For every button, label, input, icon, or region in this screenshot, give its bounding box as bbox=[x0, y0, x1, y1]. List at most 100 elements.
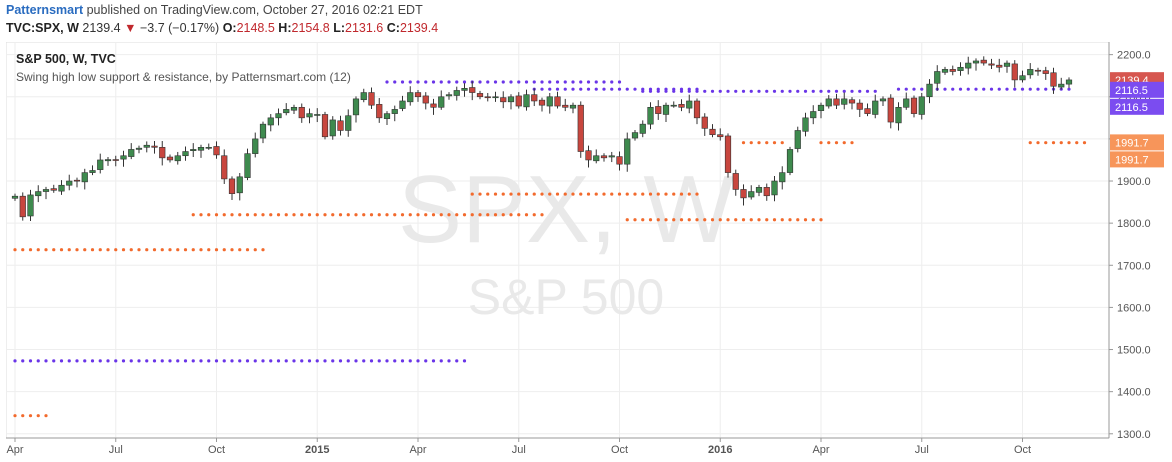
resistance-price-label: 2116.5 bbox=[1115, 102, 1148, 114]
resistance-dot bbox=[548, 87, 552, 91]
candle-body bbox=[430, 103, 437, 108]
resistance-dot bbox=[168, 359, 172, 363]
candle-body bbox=[104, 159, 112, 162]
support-dot bbox=[633, 218, 637, 222]
candle-body bbox=[97, 159, 104, 170]
candle-body bbox=[391, 109, 398, 114]
resistance-dot bbox=[315, 359, 319, 363]
candle-body bbox=[228, 178, 236, 194]
support-dot bbox=[36, 414, 40, 418]
price-tick-label: 1500.0 bbox=[1117, 345, 1151, 357]
candle-body bbox=[128, 149, 135, 157]
price-chart[interactable]: SPX, W S&P 500 1300.01400.01500.01600.01… bbox=[6, 42, 1166, 462]
support-dot bbox=[548, 192, 552, 196]
support-dot bbox=[819, 141, 823, 145]
support-dot bbox=[1036, 141, 1040, 145]
candle-body bbox=[848, 99, 856, 104]
candle-body bbox=[709, 128, 716, 135]
candle-body bbox=[236, 176, 243, 194]
support-dot bbox=[648, 218, 653, 222]
resistance-dot bbox=[873, 89, 877, 93]
candle-body bbox=[810, 111, 817, 119]
candle-body bbox=[321, 114, 329, 138]
support-dot bbox=[734, 218, 738, 222]
resistance-dot bbox=[75, 359, 79, 363]
time-axis[interactable]: Apr Jul Oct 2015 Apr Jul Oct 2016 Apr Jul Oct bbox=[6, 438, 1031, 456]
support-dot bbox=[741, 141, 746, 145]
resistance-dot bbox=[362, 359, 366, 363]
support-price-label: 1991.7 bbox=[1115, 137, 1149, 149]
resistance-dot bbox=[602, 80, 606, 84]
candle-body bbox=[910, 97, 918, 114]
resistance-dot bbox=[594, 87, 598, 91]
resistance-dot bbox=[780, 89, 784, 93]
support-dot bbox=[269, 213, 273, 217]
candle-body bbox=[190, 149, 197, 151]
high-value: 2154.8 bbox=[291, 21, 330, 35]
candle-body bbox=[383, 113, 391, 119]
down-triangle-icon: ▼ bbox=[124, 21, 137, 35]
support-dot bbox=[563, 192, 567, 196]
support-dot bbox=[245, 248, 250, 252]
resistance-dot bbox=[439, 80, 443, 84]
support-dot bbox=[1051, 141, 1056, 145]
published-text: published on TradingView.com, October 27… bbox=[86, 3, 423, 17]
support-dot bbox=[331, 213, 335, 217]
support-dot bbox=[1044, 141, 1048, 145]
support-dot bbox=[470, 192, 474, 196]
candle-body bbox=[27, 194, 34, 217]
price-axis[interactable]: 1300.0 1400.0 1500.0 1600.0 1700.0 1800.0 1900… bbox=[1109, 50, 1151, 441]
support-dot bbox=[656, 218, 660, 222]
support-dot bbox=[253, 248, 257, 252]
candle-body bbox=[197, 147, 205, 151]
support-dot bbox=[284, 213, 288, 217]
support-dot bbox=[354, 213, 358, 217]
support-dot bbox=[168, 248, 172, 252]
resistance-dot bbox=[424, 80, 428, 84]
symbol-label: TVC:SPX, W bbox=[6, 21, 79, 35]
resistance-dot bbox=[617, 87, 622, 91]
candle-body bbox=[453, 90, 460, 96]
support-dot bbox=[36, 248, 40, 252]
support-dot bbox=[98, 248, 102, 252]
resistance-dot bbox=[106, 359, 110, 363]
support-dot bbox=[594, 192, 598, 196]
support-dot bbox=[199, 248, 203, 252]
candles bbox=[11, 56, 1073, 222]
candle-body bbox=[484, 96, 491, 99]
resistance-dot bbox=[199, 359, 203, 363]
support-dot bbox=[803, 218, 808, 222]
candle-body bbox=[1050, 72, 1057, 87]
resistance-dot bbox=[664, 89, 668, 93]
resistance-dot bbox=[408, 80, 412, 84]
candle-body bbox=[538, 99, 546, 106]
candle-body bbox=[763, 187, 770, 197]
candle-body bbox=[360, 92, 367, 101]
support-dot bbox=[493, 213, 498, 217]
candle-body bbox=[717, 134, 724, 138]
resistance-price-label: 2116.5 bbox=[1115, 85, 1148, 97]
open-label: O: bbox=[222, 21, 237, 35]
resistance-dot bbox=[974, 87, 978, 91]
support-dot bbox=[726, 218, 730, 222]
author-link[interactable]: Patternsmart bbox=[6, 3, 84, 17]
support-dot bbox=[1028, 141, 1032, 145]
resistance-dot bbox=[555, 80, 560, 84]
support-dot bbox=[323, 213, 327, 217]
support-dot bbox=[52, 248, 56, 252]
close-label: C: bbox=[386, 21, 400, 35]
support-dot bbox=[842, 141, 846, 145]
candle-body bbox=[531, 94, 538, 102]
support-dot bbox=[253, 213, 257, 217]
candle-body bbox=[1058, 83, 1065, 88]
candle-body bbox=[562, 104, 569, 108]
resistance-dot bbox=[222, 359, 226, 363]
support-dot bbox=[850, 141, 854, 145]
candle-body bbox=[755, 187, 763, 193]
resistance-dot bbox=[207, 359, 211, 363]
support-dot bbox=[749, 218, 753, 222]
resistance-price-label-bg bbox=[1110, 98, 1164, 115]
resistance-dot bbox=[1020, 87, 1025, 91]
candle-body bbox=[66, 180, 73, 186]
resistance-dot bbox=[850, 89, 854, 93]
